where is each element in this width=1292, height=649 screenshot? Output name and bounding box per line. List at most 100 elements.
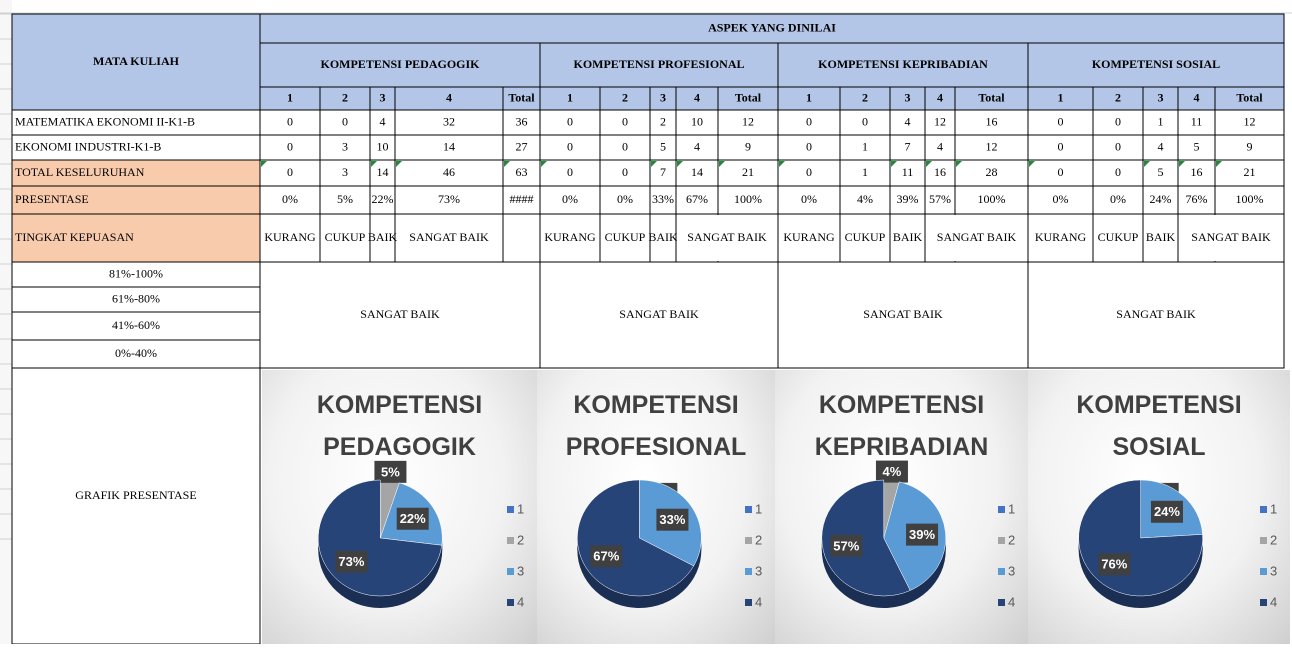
legend-swatch — [507, 537, 514, 544]
row-label: TINGKAT KEPUASAN — [15, 230, 134, 244]
group-header: KOMPETENSI SOSIAL — [1092, 57, 1220, 71]
error-flag — [371, 161, 377, 167]
data-label-box — [656, 508, 689, 531]
row-value: 0 — [806, 165, 812, 179]
row-value: 16 — [986, 114, 998, 128]
column-header: 2 — [1115, 90, 1121, 104]
row-value: 5 — [1158, 165, 1164, 179]
cell — [675, 134, 719, 161]
satisfaction-value: BAIK — [893, 230, 923, 244]
legend-swatch — [745, 506, 752, 513]
row-label: EKONOMI INDUSTRI-K1-B — [15, 139, 161, 153]
legend-label: 1 — [1008, 501, 1015, 516]
satisfaction-value: SANGAT BAIK — [409, 230, 489, 244]
legend-label: 3 — [755, 563, 762, 578]
satisfaction-value: CUKUP — [845, 230, 886, 244]
chart-row-label: GRAFIK PRESENTASE — [75, 488, 196, 502]
cell — [11, 134, 261, 161]
data-label-box — [906, 523, 939, 546]
row-value: 7 — [660, 165, 666, 179]
corner-header: MATA KULIAH — [93, 54, 180, 68]
row-value: 10 — [377, 139, 389, 153]
data-label-box — [590, 545, 623, 568]
cell — [11, 109, 261, 136]
row-value: 9 — [1247, 139, 1253, 153]
row-value: 0 — [806, 114, 812, 128]
row-value: 36 — [516, 114, 528, 128]
row-value: 28 — [986, 165, 998, 179]
cell — [954, 134, 1029, 161]
cell — [11, 339, 261, 369]
cell-merge — [926, 215, 1027, 261]
cell — [259, 13, 1285, 44]
cell — [319, 185, 371, 215]
cell — [777, 261, 1029, 369]
percent-value: 57% — [929, 192, 951, 206]
cell — [11, 286, 261, 313]
column-header: 2 — [342, 90, 348, 104]
error-flag — [651, 161, 657, 167]
error-flag — [1179, 161, 1185, 167]
cell — [259, 261, 541, 369]
percent-value: 4% — [857, 192, 873, 206]
column-header: 4 — [446, 90, 452, 104]
data-label-box — [335, 550, 368, 573]
error-flag — [891, 161, 897, 167]
row-value: 9 — [745, 139, 751, 153]
legend-swatch — [998, 568, 1005, 575]
error-flag — [541, 161, 547, 167]
legend-label: 4 — [755, 594, 762, 609]
chart-title: KOMPETENSI PROFESIONAL — [565, 391, 747, 461]
cell — [1092, 159, 1144, 187]
data-label-box — [1150, 500, 1183, 523]
row-value: 0 — [622, 114, 628, 128]
percent-value: 0% — [1053, 192, 1069, 206]
percent-value: 0% — [282, 192, 298, 206]
satisfaction-value: KURANG — [264, 230, 316, 244]
data-label: 22% — [400, 511, 426, 526]
row-value: 5 — [1194, 139, 1200, 153]
row-value: 7 — [905, 139, 911, 153]
cell — [539, 134, 601, 161]
result-value: SANGAT BAIK — [1116, 307, 1196, 321]
row-value: 1 — [862, 165, 868, 179]
error-flag — [719, 161, 725, 167]
row-value: 16 — [1191, 165, 1203, 179]
cell — [319, 213, 371, 263]
satisfaction-value: BAIK — [648, 230, 678, 244]
percent-value: 0% — [562, 192, 578, 206]
data-label: 24% — [1154, 504, 1180, 519]
row-value: 12 — [742, 114, 754, 128]
percent-value: #### — [510, 192, 534, 206]
cell — [539, 261, 779, 369]
row-value: 0 — [287, 165, 293, 179]
row-label: MATEMATIKA EKONOMI II-K1-B — [15, 114, 195, 128]
row-label: TOTAL KESELURUHAN — [15, 165, 145, 179]
cell — [717, 134, 779, 161]
data-label: 57% — [833, 538, 859, 553]
legend-swatch — [1260, 537, 1267, 544]
cell — [599, 159, 651, 187]
row-value: 21 — [1244, 165, 1256, 179]
legend-label: 4 — [1270, 594, 1277, 609]
pie-slice — [821, 479, 911, 597]
satisfaction-value: KURANG — [1035, 230, 1087, 244]
row-value: 12 — [986, 139, 998, 153]
percent-value: 5% — [337, 192, 353, 206]
cell — [1214, 109, 1285, 136]
percent-value: 100% — [1236, 192, 1264, 206]
satisfaction-value: SANGAT BAIK — [1191, 230, 1271, 244]
legend-label: 4 — [1008, 594, 1015, 609]
row-value: 14 — [443, 139, 455, 153]
cell — [502, 213, 541, 263]
cell — [675, 185, 719, 215]
legend-swatch — [745, 599, 752, 606]
satisfaction-value: SANGAT BAIK — [937, 230, 1017, 244]
column-header: 3 — [905, 90, 911, 104]
cell — [11, 159, 261, 187]
cell — [1092, 134, 1144, 161]
cell — [717, 109, 779, 136]
row-value: 0 — [1058, 165, 1064, 179]
row-value: 14 — [691, 165, 703, 179]
